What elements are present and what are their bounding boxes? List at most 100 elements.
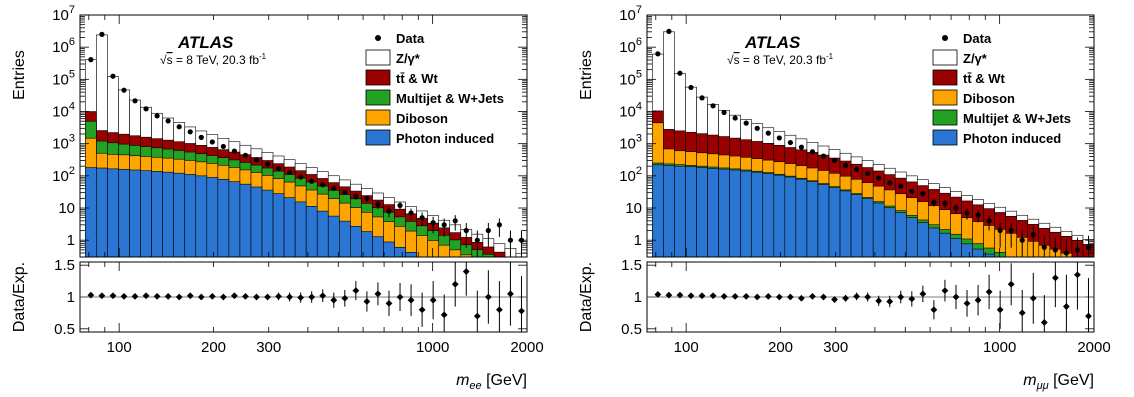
energy-label-rest: = 8 TeV, 20.3 fb bbox=[173, 53, 260, 67]
ratio-point bbox=[985, 288, 993, 296]
energy-label-s: s bbox=[734, 53, 740, 67]
legend-swatch bbox=[932, 49, 958, 66]
data-point bbox=[187, 129, 193, 135]
y-axis-title: Entries bbox=[578, 50, 595, 100]
bar-photon-induced bbox=[250, 186, 263, 257]
bar-photon-induced bbox=[184, 174, 197, 257]
ratio-point bbox=[1074, 271, 1081, 279]
bar-photon-induced bbox=[939, 232, 951, 257]
bar-photon-induced bbox=[828, 187, 841, 257]
ratio-point bbox=[809, 292, 816, 300]
bar-diboson bbox=[449, 249, 462, 257]
data-point bbox=[677, 70, 683, 76]
ratio-point bbox=[396, 293, 404, 301]
bar-photon-induced bbox=[773, 174, 786, 257]
ratio-point bbox=[264, 293, 271, 301]
ratio-group bbox=[87, 262, 525, 332]
ratio-point bbox=[908, 295, 916, 303]
data-point bbox=[242, 152, 249, 158]
data-point bbox=[198, 134, 204, 140]
legend-label: Z/γ* bbox=[963, 51, 988, 66]
x-tick-label: 200 bbox=[768, 339, 793, 356]
ratio-point bbox=[120, 292, 128, 300]
bar-photon-induced bbox=[762, 173, 775, 257]
data-point bbox=[386, 208, 392, 214]
data-point bbox=[1041, 244, 1047, 250]
data-point bbox=[964, 210, 970, 216]
ratio-point bbox=[374, 290, 382, 298]
x-axis-title-subscript: μμ bbox=[1036, 380, 1049, 392]
ratio-point bbox=[286, 293, 294, 301]
data-point bbox=[854, 166, 860, 172]
ratio-point bbox=[319, 292, 327, 300]
y-tick-label-base: 1 bbox=[67, 232, 75, 249]
data-point bbox=[1063, 250, 1069, 256]
data-point bbox=[209, 139, 215, 145]
ratio-point bbox=[330, 296, 338, 304]
main-plot-frame bbox=[646, 14, 1095, 258]
ratio-point bbox=[864, 293, 872, 301]
y-tick-label: 102 bbox=[619, 165, 642, 185]
bar-photon-induced bbox=[685, 166, 697, 257]
ratio-point bbox=[974, 296, 982, 304]
bar-photon-induced bbox=[316, 210, 329, 257]
data-point bbox=[364, 195, 370, 201]
legend-label: Z/γ* bbox=[396, 51, 421, 66]
ratio-point bbox=[175, 293, 183, 301]
bar-photon-induced bbox=[729, 169, 741, 257]
x-axis-title-symbol: m bbox=[456, 372, 469, 389]
y-tick-label-exponent: 7 bbox=[69, 4, 75, 16]
energy-label-sqrt: √ bbox=[160, 53, 167, 67]
x-axis-title-unit: [GeV] bbox=[482, 372, 527, 389]
bar-multijet-w-jets bbox=[994, 251, 1006, 257]
data-point bbox=[231, 148, 237, 154]
x-tick-label: 300 bbox=[256, 339, 281, 356]
bar-photon-induced bbox=[894, 212, 907, 257]
ratio-point bbox=[473, 312, 481, 320]
data-point bbox=[898, 183, 904, 189]
x-tick-label: 1000 bbox=[983, 339, 1016, 356]
data-point bbox=[88, 57, 94, 63]
data-point bbox=[909, 188, 915, 194]
ratio-point bbox=[941, 287, 949, 295]
data-point bbox=[655, 51, 661, 57]
ratio-point bbox=[451, 280, 459, 288]
ratio-point bbox=[753, 293, 761, 301]
y-tick-label-base: 10 bbox=[52, 168, 69, 185]
bar-photon-induced bbox=[718, 168, 730, 257]
ratio-point bbox=[698, 292, 706, 300]
ratio-point bbox=[897, 293, 905, 301]
bar-photon-induced bbox=[383, 241, 395, 257]
ratio-point bbox=[495, 306, 503, 314]
ratio-point bbox=[952, 293, 960, 301]
legend-marker bbox=[375, 35, 381, 41]
bar-photon-induced bbox=[784, 176, 797, 257]
legend-marker bbox=[942, 35, 948, 41]
ratio-point bbox=[886, 298, 894, 305]
bar-photon-induced bbox=[305, 206, 318, 257]
ratio-point bbox=[363, 298, 371, 305]
bar-photon-induced bbox=[96, 167, 108, 257]
legend-label: Data bbox=[396, 31, 425, 46]
ratio-point bbox=[720, 292, 728, 300]
legend-swatch bbox=[365, 129, 391, 146]
bar-photon-induced bbox=[162, 171, 174, 257]
energy-label-superscript: -1 bbox=[259, 52, 267, 61]
bar-photon-induced bbox=[338, 220, 351, 257]
ratio-point bbox=[1007, 280, 1015, 288]
ratio-point bbox=[87, 291, 95, 299]
data-point bbox=[165, 118, 171, 124]
data-point bbox=[264, 161, 271, 167]
stack-group bbox=[85, 31, 527, 257]
data-point bbox=[397, 202, 403, 209]
bar-photon-induced bbox=[206, 177, 219, 257]
ratio-point bbox=[164, 292, 172, 300]
data-point bbox=[220, 143, 226, 150]
ratio-point bbox=[709, 292, 717, 300]
x-axis-title-unit: [GeV] bbox=[1049, 372, 1094, 389]
ratio-point bbox=[407, 296, 415, 304]
energy-label: √s = 8 TeV, 20.3 fb-1 bbox=[727, 52, 834, 67]
bar-photon-induced bbox=[405, 251, 417, 257]
x-tick-label: 2000 bbox=[510, 339, 543, 356]
